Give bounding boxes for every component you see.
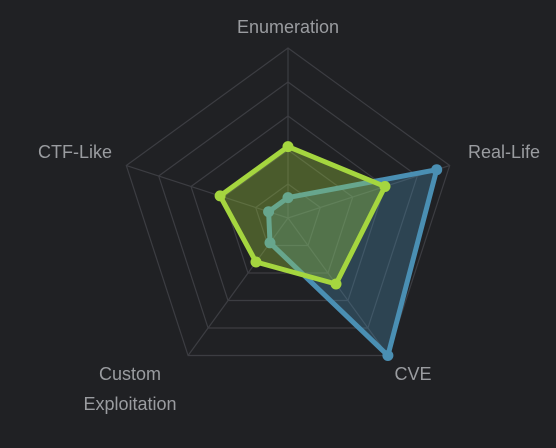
- point-series-a-ctf-like[interactable]: [263, 206, 275, 218]
- axis-label-line: CTF-Like: [38, 142, 112, 162]
- axis-label-real-life: Real-Life: [468, 142, 540, 162]
- grid-ring-4: [157, 81, 419, 329]
- axis-label-line: Real-Life: [468, 142, 540, 162]
- point-series-b-ctf-like[interactable]: [214, 190, 226, 202]
- axis-label-line: Enumeration: [237, 17, 339, 37]
- point-series-b-cve[interactable]: [330, 278, 342, 290]
- axis-label-line: Exploitation: [83, 394, 176, 414]
- spoke-ctf-like: [126, 164, 289, 219]
- point-series-a-custom-exploitation[interactable]: [264, 237, 276, 249]
- radar-axis-labels: Enumeration Real-Life CVE Custom Exploitatio…: [38, 17, 540, 414]
- grid-ring-5: [125, 47, 451, 357]
- point-series-b-enumeration[interactable]: [282, 141, 294, 153]
- point-series-a-real-life[interactable]: [431, 164, 443, 176]
- axis-label-ctf-like: CTF-Like: [38, 142, 112, 162]
- radar-series: [214, 141, 443, 361]
- grid-ring-3: [190, 115, 386, 302]
- axis-label-line: CVE: [394, 364, 431, 384]
- axis-label-line: Custom: [99, 364, 161, 384]
- axis-label-enumeration: Enumeration: [237, 17, 339, 37]
- point-series-a-enumeration[interactable]: [282, 192, 294, 204]
- series-series-a: [263, 164, 443, 361]
- series-series-b: [214, 141, 391, 290]
- axis-label-custom-exploitation: Custom Exploitation: [83, 364, 176, 414]
- series-area-series-b: [217, 144, 388, 287]
- point-series-b-custom-exploitation[interactable]: [250, 256, 262, 268]
- grid-ring-1: [254, 183, 322, 247]
- point-series-a-cve[interactable]: [382, 350, 394, 361]
- point-series-b-real-life[interactable]: [379, 181, 391, 192]
- axis-label-cve: CVE: [394, 364, 431, 384]
